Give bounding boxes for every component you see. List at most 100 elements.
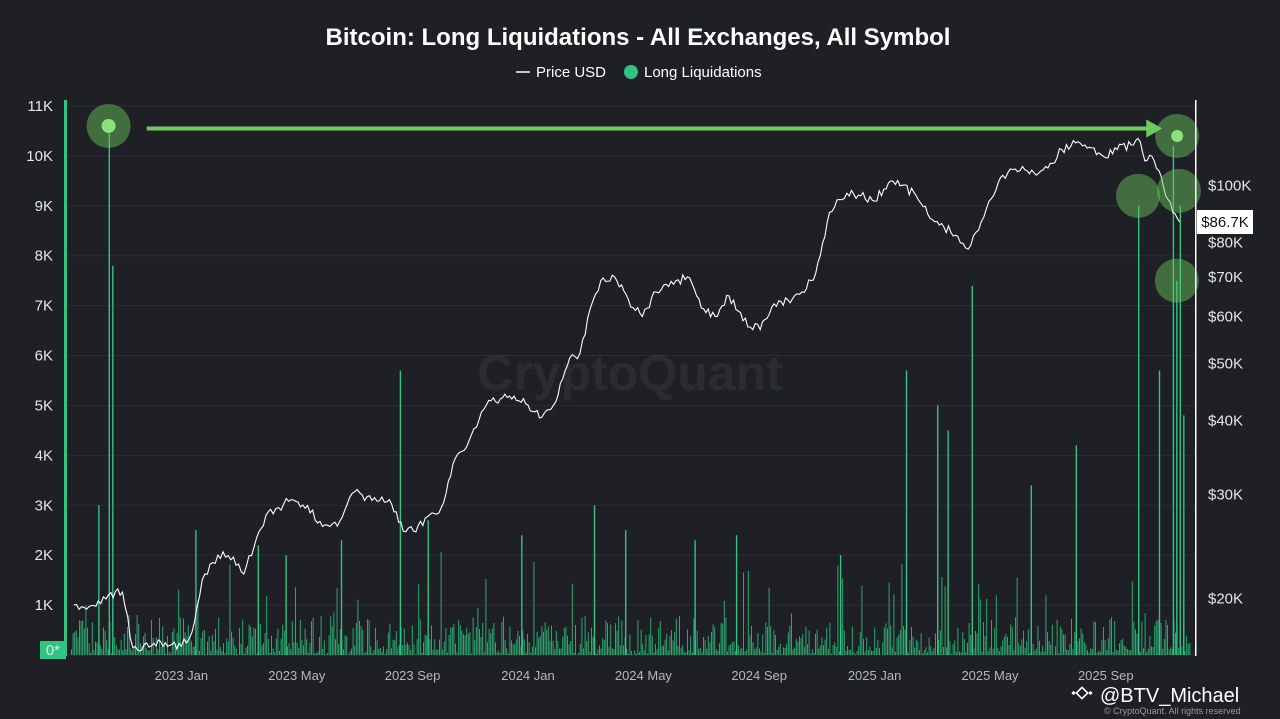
liquidation-bar bbox=[856, 651, 858, 655]
liquidation-bar bbox=[549, 640, 551, 655]
liquidation-bar bbox=[832, 645, 834, 655]
liquidation-bar bbox=[563, 628, 565, 655]
liquidation-bar bbox=[1187, 644, 1189, 655]
liquidation-bar bbox=[1018, 643, 1020, 655]
liquidation-bar bbox=[379, 648, 381, 655]
liquidation-bar bbox=[399, 644, 400, 655]
liquidation-spike bbox=[1075, 445, 1077, 655]
liquidation-bar bbox=[755, 647, 757, 655]
liquidation-bar bbox=[467, 633, 469, 655]
liquidation-bar bbox=[154, 653, 156, 655]
liquidation-bar bbox=[213, 641, 215, 655]
liquidation-bar bbox=[1162, 648, 1164, 655]
liquidation-bar bbox=[1175, 632, 1176, 655]
left-tick-label: 8K bbox=[35, 248, 53, 265]
liquidation-bar bbox=[472, 617, 474, 655]
liquidation-bar bbox=[885, 623, 887, 655]
liquidation-bar bbox=[824, 639, 826, 655]
liquidation-bar bbox=[229, 564, 231, 655]
liquidation-bar bbox=[1144, 613, 1146, 655]
liquidation-bar bbox=[95, 641, 96, 655]
liquidation-bar bbox=[818, 648, 820, 655]
liquidation-bar bbox=[531, 646, 533, 655]
liquidation-bar bbox=[440, 552, 442, 655]
liquidation-bar bbox=[746, 649, 748, 655]
liquidation-bar bbox=[603, 640, 605, 655]
x-tick-label: 2024 Jan bbox=[501, 668, 555, 683]
liquidation-bar bbox=[471, 653, 472, 655]
right-tick-label: $80K bbox=[1208, 235, 1243, 252]
liquidation-bar bbox=[248, 624, 250, 655]
liquidation-bar bbox=[405, 644, 407, 655]
liquidation-bar bbox=[568, 644, 570, 655]
liquidation-bar bbox=[954, 640, 956, 655]
left-tick-label: 3K bbox=[35, 497, 53, 514]
right-axis-ticks: $100K $80K $70K $60K $50K $40K $30K $20K bbox=[1208, 177, 1251, 607]
liquidation-spike bbox=[195, 530, 197, 655]
liquidation-bar bbox=[999, 651, 1000, 655]
liquidation-bar bbox=[251, 636, 253, 655]
liquidation-bar bbox=[888, 582, 890, 655]
liquidation-bar bbox=[189, 635, 191, 655]
liquidation-bar bbox=[800, 638, 802, 655]
liquidation-bar bbox=[1034, 650, 1036, 655]
liquidation-bar bbox=[378, 649, 380, 655]
liquidation-bar bbox=[997, 647, 999, 655]
liquidation-bar bbox=[890, 625, 892, 655]
liquidation-bar bbox=[411, 625, 413, 655]
liquidation-bar bbox=[922, 653, 924, 655]
liquidation-bar bbox=[915, 639, 917, 655]
liquidation-bar bbox=[707, 635, 709, 655]
x-axis-ticks: 2023 Jan 2023 May 2023 Sep 2024 Jan 2024 May… bbox=[155, 668, 1134, 683]
liquidation-bar bbox=[403, 628, 405, 655]
liquidation-bar bbox=[1026, 641, 1028, 655]
liquidation-bar bbox=[923, 650, 925, 655]
liquidation-bar bbox=[907, 652, 909, 655]
liquidation-spike bbox=[521, 535, 523, 655]
liquidation-bar bbox=[362, 629, 364, 655]
liquidation-bar bbox=[1143, 648, 1144, 655]
liquidation-bar bbox=[544, 622, 546, 655]
left-tick-label: 5K bbox=[35, 397, 53, 414]
liquidation-bar bbox=[122, 650, 124, 655]
liquidation-bar bbox=[767, 627, 768, 655]
liquidation-bar bbox=[527, 633, 528, 655]
credit-handle: @BTV_Michael bbox=[1100, 685, 1239, 707]
liquidation-bar bbox=[1055, 646, 1056, 655]
liquidation-spike bbox=[971, 285, 973, 655]
liquidation-bar bbox=[203, 629, 205, 655]
liquidation-bar bbox=[354, 645, 356, 655]
liquidation-bar bbox=[794, 647, 796, 655]
liquidation-bar bbox=[559, 648, 560, 655]
liquidation-bar bbox=[1071, 618, 1072, 655]
liquidation-spike bbox=[108, 126, 110, 655]
zero-tick-badge bbox=[40, 641, 66, 659]
liquidation-bar bbox=[475, 627, 477, 655]
liquidation-bar bbox=[979, 599, 981, 655]
liquidation-bar bbox=[693, 618, 695, 655]
liquidation-bar bbox=[797, 641, 799, 655]
liquidation-bar bbox=[88, 643, 90, 655]
liquidation-bar bbox=[293, 642, 295, 655]
x-tick-label: 2024 May bbox=[615, 668, 673, 683]
liquidation-bar bbox=[295, 587, 296, 655]
liquidation-bar bbox=[322, 649, 324, 655]
credit-copyright: © CryptoQuant. All rights reserved bbox=[1104, 706, 1241, 716]
liquidation-bar bbox=[99, 645, 101, 655]
annotation-highlight-circle bbox=[1156, 168, 1201, 213]
liquidation-spikes bbox=[98, 126, 1185, 656]
liquidation-bar bbox=[96, 642, 98, 655]
liquidation-bar bbox=[1098, 650, 1100, 655]
liquidation-bar bbox=[530, 652, 532, 655]
liquidation-bar bbox=[645, 634, 647, 655]
liquidation-bar bbox=[223, 643, 224, 655]
liquidation-bar bbox=[1048, 641, 1050, 655]
liquidation-bar bbox=[819, 645, 821, 655]
legend[interactable]: Price USD Long Liquidations bbox=[516, 64, 762, 81]
liquidation-bar bbox=[599, 645, 600, 655]
liquidation-bar bbox=[1099, 651, 1101, 655]
price-line bbox=[73, 137, 1181, 652]
liquidation-bar bbox=[138, 624, 140, 655]
liquidation-bar bbox=[365, 651, 367, 655]
liquidation-bar bbox=[319, 636, 320, 655]
